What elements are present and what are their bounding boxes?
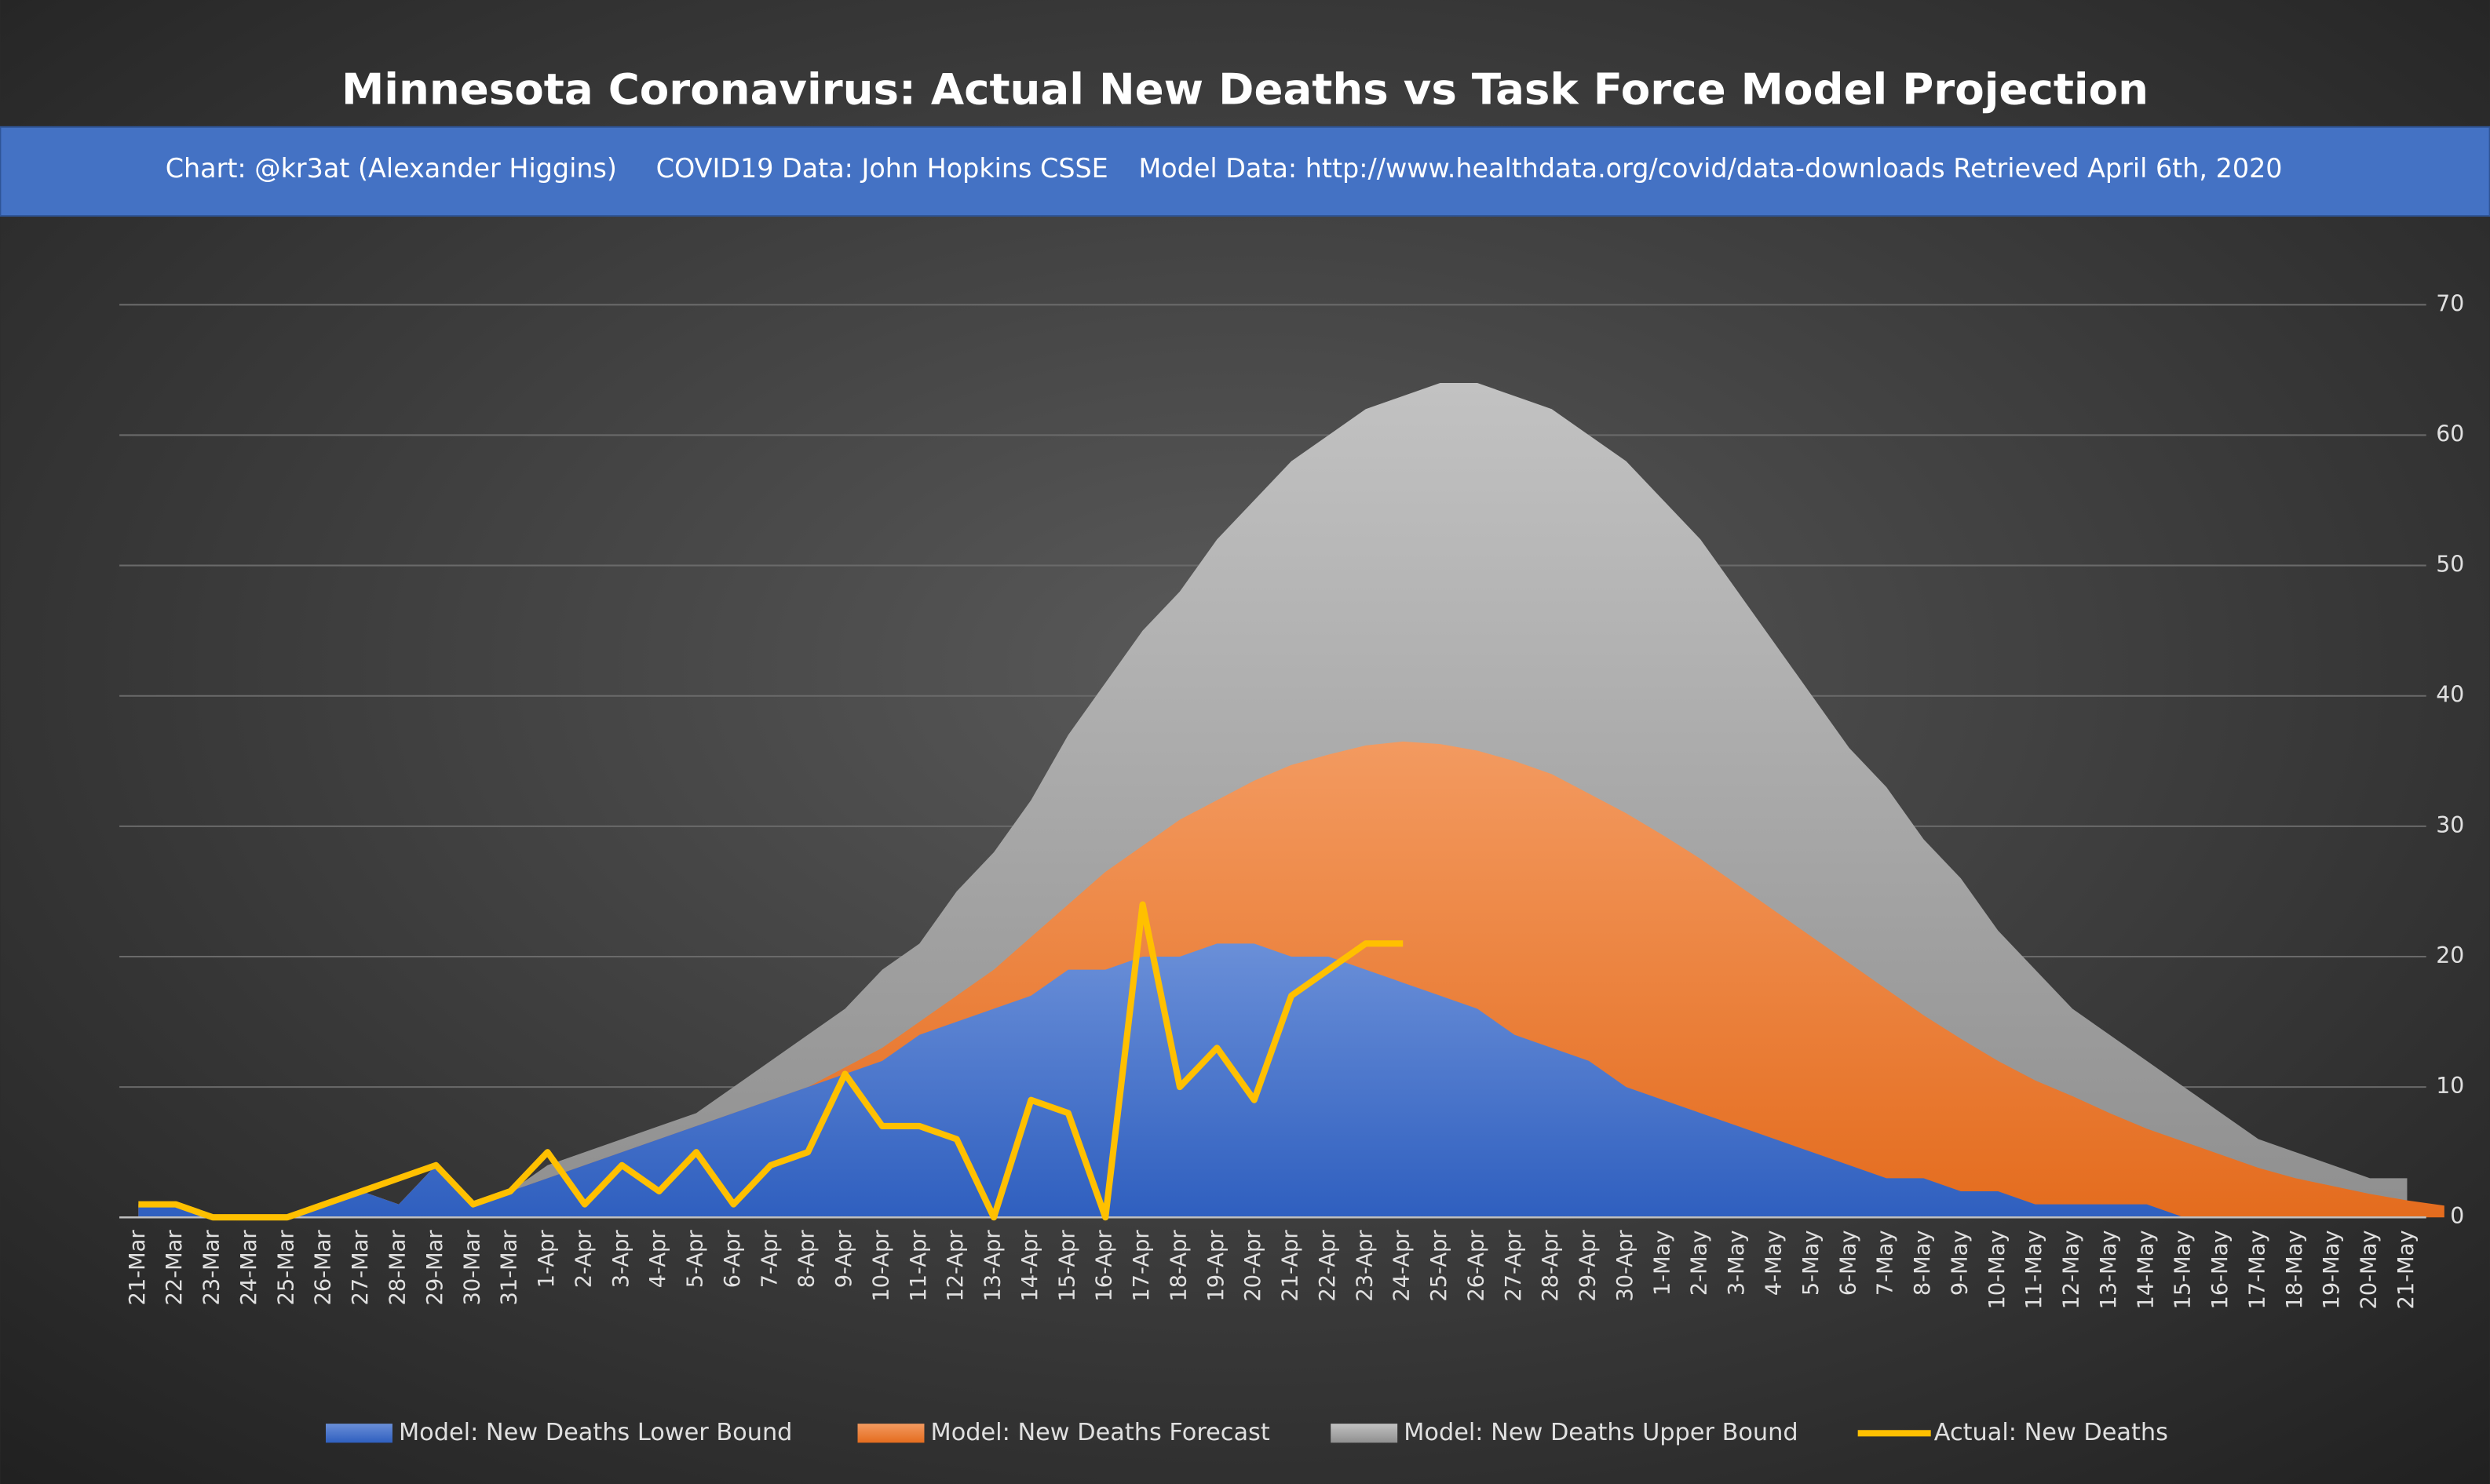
x-tick-label: 18-Apr (1167, 1230, 1191, 1302)
subtitle: COVID19 Data: John Hopkins CSSE (656, 153, 1108, 184)
x-tick-label: 12-May (2060, 1230, 2084, 1309)
x-tick-label: 3-May (1725, 1230, 1749, 1296)
legend-label: Model: New Deaths Forecast (931, 1419, 1270, 1446)
x-tick-label: 10-May (1985, 1230, 2010, 1309)
x-tick-label: 13-May (2097, 1230, 2121, 1309)
x-tick-label: 24-Mar (237, 1230, 261, 1306)
x-tick-label: 22-Mar (162, 1230, 187, 1306)
x-tick-label: 8-May (1911, 1230, 1935, 1296)
legend-swatch (325, 1424, 392, 1443)
x-tick-label: 17-May (2245, 1230, 2269, 1309)
x-tick-label: 21-Mar (126, 1230, 150, 1306)
x-tick-label: 11-Apr (907, 1230, 931, 1302)
x-tick-label: 26-Mar (312, 1230, 336, 1306)
x-tick-label: 6-Apr (721, 1230, 745, 1289)
x-tick-label: 14-Apr (1018, 1230, 1042, 1302)
x-tick-label: 2-Apr (571, 1230, 596, 1289)
legend-label: Actual: New Deaths (1934, 1419, 2168, 1446)
x-tick-label: 28-Mar (385, 1230, 410, 1306)
x-tick-label: 25-Mar (274, 1230, 298, 1306)
legend-label: Model: New Deaths Lower Bound (399, 1419, 792, 1446)
x-tick-label: 27-Apr (1502, 1230, 1526, 1302)
x-tick-label: 16-May (2208, 1230, 2233, 1309)
x-tick-label: 3-Apr (609, 1230, 633, 1289)
x-tick-label: 11-May (2022, 1230, 2046, 1309)
x-tick-label: 30-Apr (1613, 1230, 1637, 1302)
x-tick-label: 4-May (1762, 1230, 1787, 1296)
subtitle: Chart: @kr3at (Alexander Higgins) (166, 153, 617, 184)
x-tick-label: 2-May (1688, 1230, 1712, 1296)
x-tick-label: 28-Apr (1539, 1230, 1563, 1302)
x-tick-label: 9-May (1948, 1230, 1972, 1296)
x-tick-label: 20-Apr (1241, 1230, 1265, 1302)
legend-swatch (1331, 1424, 1398, 1443)
x-tick-label: 19-May (2320, 1230, 2344, 1309)
x-tick-label: 23-Apr (1353, 1230, 1377, 1302)
x-tick-label: 22-Apr (1316, 1230, 1340, 1302)
x-tick-label: 6-May (1836, 1230, 1860, 1296)
y-tick-label: 60 (2436, 421, 2464, 447)
chart-title: Minnesota Coronavirus: Actual New Deaths… (341, 64, 2149, 114)
x-tick-label: 21-May (2394, 1230, 2419, 1309)
x-tick-label: 19-Apr (1204, 1230, 1229, 1302)
x-tick-label: 16-Apr (1093, 1230, 1117, 1302)
x-tick-label: 17-Apr (1130, 1230, 1154, 1302)
y-tick-label: 20 (2436, 943, 2464, 968)
x-tick-label: 15-Apr (1055, 1230, 1079, 1302)
x-tick-label: 18-May (2283, 1230, 2307, 1309)
x-tick-label: 7-Apr (758, 1230, 782, 1289)
x-tick-label: 26-Apr (1464, 1230, 1488, 1302)
x-tick-label: 20-May (2357, 1230, 2382, 1309)
y-tick-label: 0 (2450, 1203, 2464, 1229)
subtitle: Model Data: http://www.healthdata.org/co… (1138, 153, 2282, 184)
x-tick-label: 1-May (1650, 1230, 1674, 1296)
area (138, 943, 2408, 1218)
y-tick-label: 70 (2436, 290, 2464, 316)
x-tick-label: 21-Apr (1279, 1230, 1303, 1302)
y-tick-label: 10 (2436, 1073, 2464, 1099)
x-tick-label: 8-Apr (795, 1230, 820, 1289)
x-tick-label: 9-Apr (832, 1230, 856, 1289)
x-tick-label: 23-Mar (200, 1230, 225, 1306)
x-tick-label: 14-May (2134, 1230, 2158, 1309)
y-tick-label: 30 (2436, 812, 2464, 838)
x-tick-label: 1-Apr (535, 1230, 559, 1289)
x-tick-label: 7-May (1874, 1230, 1898, 1296)
line (138, 901, 1404, 1221)
plot-area: 0 10 20 30 40 50 60 70 21-Mar 22-Mar 23-Mar 24-Mar 2… (119, 290, 2464, 1446)
x-tick-label: 31-Mar (498, 1230, 522, 1306)
x-tick-label: 12-Apr (944, 1230, 968, 1302)
x-tick-label: 30-Mar (460, 1230, 484, 1306)
y-tick-label: 40 (2436, 682, 2464, 708)
x-tick-label: 15-May (2171, 1230, 2196, 1309)
x-tick-label: 27-Mar (349, 1230, 373, 1306)
x-tick-label: 5-May (1799, 1230, 1824, 1296)
subtitle-banner (0, 126, 2490, 217)
legend-label: Model: New Deaths Upper Bound (1404, 1419, 1798, 1446)
y-tick-label: 50 (2436, 552, 2464, 578)
x-tick-label: 29-Apr (1576, 1230, 1601, 1302)
x-tick-label: 4-Apr (646, 1230, 670, 1289)
x-tick-label: 25-Apr (1427, 1230, 1451, 1302)
x-tick-label: 5-Apr (684, 1230, 708, 1289)
x-tick-label: 24-Apr (1390, 1230, 1415, 1302)
x-tick-label: 13-Apr (981, 1230, 1006, 1302)
legend-swatch (857, 1424, 925, 1443)
x-tick-label: 10-Apr (869, 1230, 893, 1302)
x-tick-label: 29-Mar (423, 1230, 447, 1306)
